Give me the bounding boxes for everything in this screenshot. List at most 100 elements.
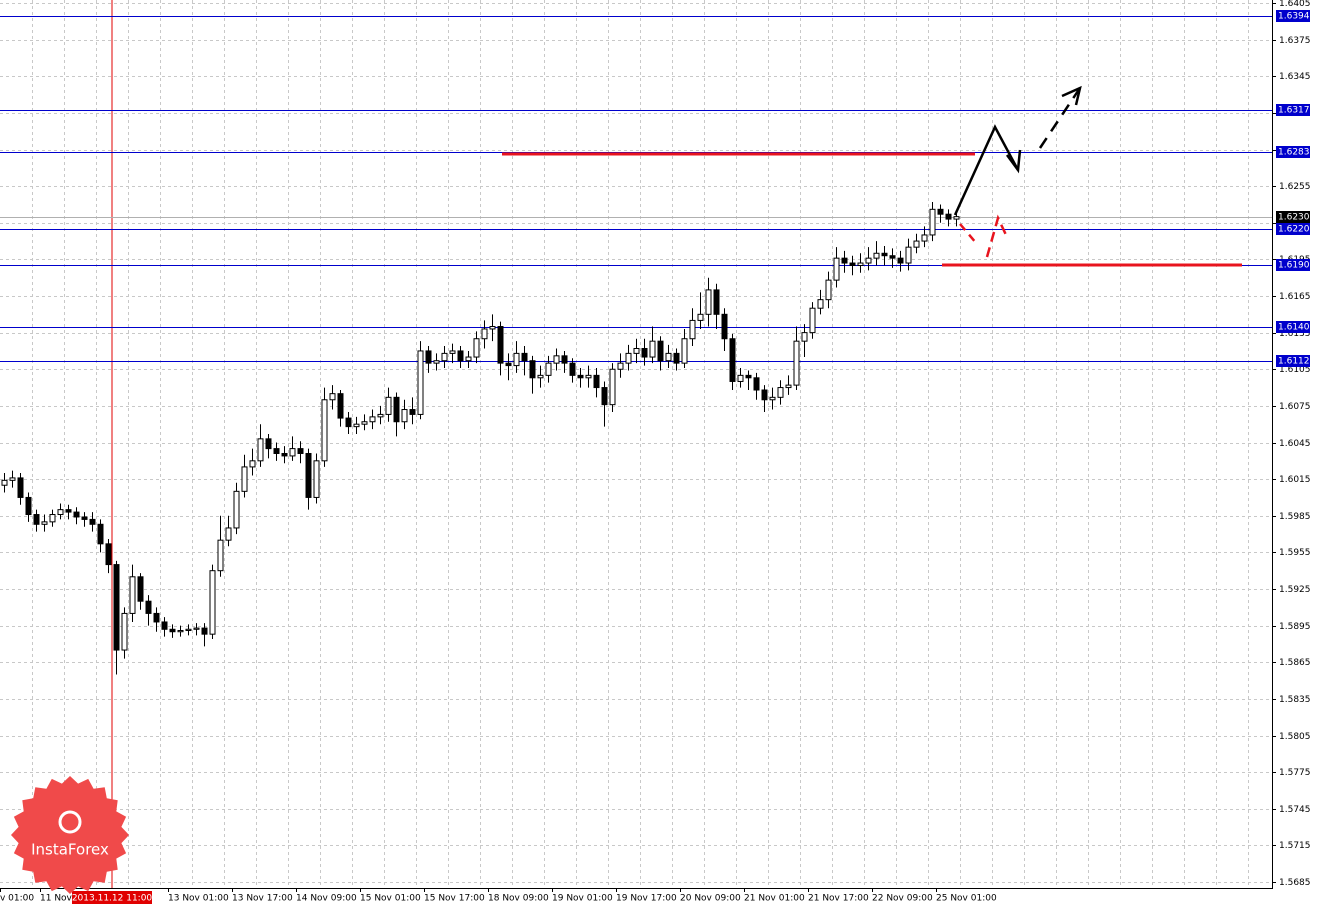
candle-body [705,289,712,315]
candle-body [481,328,488,340]
candle-body [905,246,912,264]
candle-body [849,262,856,266]
candle-body [929,208,936,236]
x-tick-label: 21 Nov 17:00 [808,894,869,904]
logo-icon [58,810,82,834]
levels [0,16,1272,362]
candle-body [65,509,72,513]
candle-body [761,389,768,401]
candle-body [857,262,864,266]
cursor-label: 2013.11.12 11:00 [72,894,153,904]
candle-body [345,417,352,428]
grid [0,0,1272,888]
candle-body [657,340,664,362]
candle-body [33,514,40,525]
annotations [502,85,1242,267]
candle-body [921,234,928,242]
alt-arrow [985,214,1009,258]
candle-body [409,409,416,415]
candle-body [769,396,776,401]
candle-body [217,539,224,572]
candle-body [601,387,608,406]
candle-body [417,350,424,415]
candle-body [353,423,360,428]
level-label: 1.6140 [1278,323,1310,333]
candle-body [689,319,696,340]
candle-body [145,600,152,614]
candle-body [49,514,56,523]
y-tick-label: 1.6165 [1279,292,1311,302]
candle-body [105,543,112,566]
candle-body [169,628,176,633]
candle-body [937,208,944,215]
x-tick-label: 22 Nov 09:00 [872,894,933,904]
candle-body [633,347,640,354]
candle-body [313,460,320,498]
candle-body [281,452,288,457]
x-tick-label: 19 Nov 17:00 [616,894,677,904]
candle-body [457,350,464,362]
candle-body [185,628,192,632]
level-box [1276,146,1310,158]
candle-body [113,564,120,651]
level-label: 1.6283 [1278,148,1310,158]
y-tick-label: 1.5715 [1279,841,1311,851]
y-tick-label: 1.6015 [1279,475,1311,485]
y-tick-label: 1.6045 [1279,439,1311,449]
candle-body [73,511,80,518]
candle-body [777,387,784,398]
y-tick-label: 1.6255 [1279,182,1311,192]
candle-body [713,289,720,315]
y-tick-label: 1.6135 [1279,329,1311,339]
y-tick-label: 1.5805 [1279,732,1311,742]
candle-body [257,438,264,462]
candle-body [545,362,552,376]
candle-body [729,338,736,382]
y-tick-label: 1.5985 [1279,512,1311,522]
y-axis: 1.64051.63751.63451.63151.62851.62551.62… [1272,0,1311,888]
level-label: 1.6190 [1278,261,1310,271]
level-box [1276,355,1310,367]
candle-body [817,299,824,309]
candle-body [449,350,456,354]
y-tick-label: 1.6405 [1279,0,1311,9]
level-label: 1.6220 [1278,225,1310,235]
candle-body [441,352,448,362]
candle-body [753,377,760,391]
candle-body [401,409,408,423]
y-tick-label: 1.5685 [1279,878,1311,888]
candle-body [425,350,432,364]
candle-body [537,374,544,379]
candle-body [617,362,624,370]
candle-body [121,612,128,651]
logo: InstaForex [11,776,129,894]
x-tick-label: 11 Nov [40,894,73,904]
candle-body [793,340,800,386]
y-tick-label: 1.5835 [1279,695,1311,705]
candle-body [305,452,312,498]
forecast-arrow-dashed [1038,87,1082,149]
candle-body [497,326,504,364]
candle-body [161,621,168,630]
arrow-head [1061,85,1082,106]
candle-body [521,352,528,362]
candle-body [265,438,272,450]
candle-body [9,477,16,481]
y-tick-label: 1.6345 [1279,72,1311,82]
candle-body [697,313,704,321]
candle-body [809,307,816,334]
candle-body [833,257,840,281]
level-label: 1.6230 [1278,213,1310,223]
candle-body [625,352,632,364]
candle-body [1,479,8,486]
level-box [1276,259,1310,271]
level-box [1276,104,1310,116]
candle-body [873,252,880,259]
candle-body [57,509,64,516]
candle-body [801,332,808,342]
candle-body [721,313,728,340]
candle-body [329,393,336,401]
candle-body [41,521,48,525]
level-label: 1.6112 [1278,357,1310,367]
